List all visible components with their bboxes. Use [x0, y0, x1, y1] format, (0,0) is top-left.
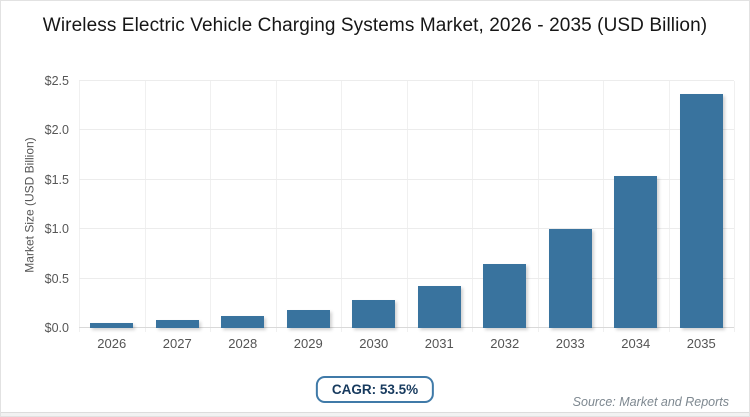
- y-tick-label: $1.0: [44, 222, 69, 237]
- x-axis-tick-labels: 2026 2027 2028 2029 2030 2031 2032 2033 2034 2035: [79, 336, 734, 354]
- x-tick-label: 2028: [228, 336, 258, 351]
- bar-2032: [483, 263, 527, 328]
- x-tick-label: 2030: [359, 336, 389, 351]
- x-tick-label: 2027: [162, 336, 192, 351]
- x-tick-label: 2032: [490, 336, 520, 351]
- y-tick-label: $0.0: [44, 321, 69, 335]
- bar-2035: [679, 93, 723, 328]
- v-gridline: [79, 81, 80, 332]
- bar-2027: [155, 320, 199, 328]
- v-gridline: [341, 81, 342, 332]
- source-note: Source: Market and Reports: [572, 395, 729, 409]
- bar-2034: [614, 175, 658, 328]
- y-tick-label: $2.0: [44, 123, 69, 138]
- x-axis-baseline: [79, 327, 734, 328]
- bar-2031: [417, 285, 461, 328]
- cagr-badge: CAGR: 53.5%: [315, 376, 435, 403]
- bar-2033: [548, 229, 592, 328]
- y-axis-tick-labels: $0.0 $0.5 $1.0 $1.5 $2.0 $2.5: [1, 1, 69, 416]
- h-gridline: [79, 178, 734, 180]
- h-gridline: [79, 228, 734, 230]
- bar-2029: [286, 310, 330, 328]
- v-gridline: [538, 81, 539, 332]
- y-tick-label: $2.5: [44, 74, 69, 88]
- v-gridline: [210, 81, 211, 332]
- y-tick-label: $1.5: [44, 172, 69, 187]
- plot-area: [79, 80, 735, 332]
- h-gridline: [79, 80, 734, 81]
- chart-title: Wireless Electric Vehicle Charging Syste…: [42, 15, 708, 36]
- x-tick-label: 2026: [97, 336, 127, 351]
- bar-2028: [221, 316, 265, 328]
- v-gridline: [734, 81, 735, 332]
- v-gridline: [603, 81, 604, 332]
- v-gridline: [472, 81, 473, 332]
- h-gridline: [79, 129, 734, 131]
- x-tick-label: 2029: [293, 336, 323, 351]
- bottom-strip: [1, 412, 749, 416]
- bar-2026: [90, 323, 134, 328]
- x-tick-label: 2033: [555, 336, 585, 351]
- h-gridline: [79, 277, 734, 279]
- v-gridline: [407, 81, 408, 332]
- v-gridline: [276, 81, 277, 332]
- y-tick-label: $0.5: [44, 271, 69, 286]
- v-gridline: [145, 81, 146, 332]
- v-gridline: [669, 81, 670, 332]
- x-tick-label: 2034: [621, 336, 651, 351]
- x-tick-label: 2031: [424, 336, 454, 351]
- x-tick-label: 2035: [686, 336, 716, 351]
- bar-2030: [352, 300, 396, 328]
